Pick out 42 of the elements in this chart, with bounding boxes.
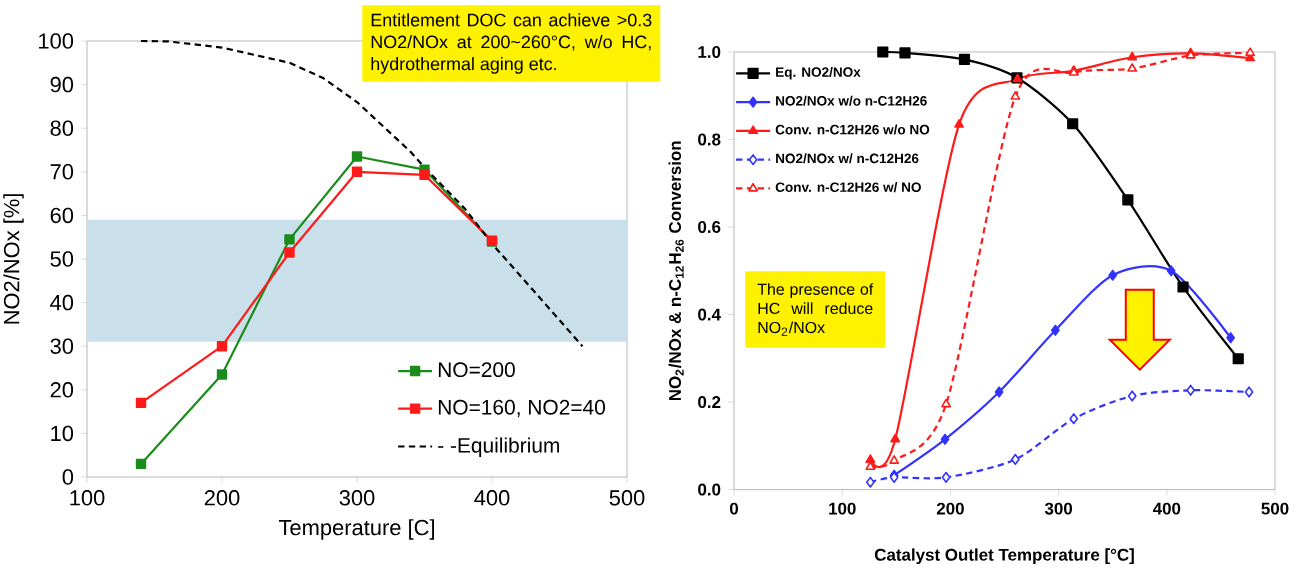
annotation: Entitlement DOC can achieve >0.3 NO2/NOx at 200~260°C, w/o HC, hydrothermal aging etc. [371,13,652,74]
x-tick-label: 400 [474,490,510,506]
x-tick-label: 100 [70,490,105,506]
x-tick-label: 0 [729,502,739,515]
legend-label: NO=200 [438,362,515,378]
y-tick-label: 0.0 [698,483,721,496]
legend-label: Eq. NO2/NOx [776,66,861,80]
y-tick-label: 70 [50,164,74,180]
legend-label: - -Equilibrium [438,437,559,457]
legend-label: Conv. n-C12H26 w/o NO [775,124,930,135]
y-tick-label: 0 [62,469,74,485]
y-tick-label: 30 [50,338,74,354]
y-tick-label: 0.8 [698,133,721,146]
x-tick-label: 200 [204,490,240,506]
x-axis-title: Catalyst Outlet Temperature [°C] [874,548,1134,565]
y-tick-label: 100 [39,33,74,49]
x-tick-label: 300 [1044,502,1073,515]
annotation: The presence of HC will reduce NO$_{2}$/NOx [757,283,874,336]
y-tick-label: 90 [50,76,74,93]
y-tick-label: 20 [50,382,74,398]
y-axis-title: NO$_{2}$/NOx & n-C$_{12}$H$_{26}$ Conversion [668,141,684,401]
legend-label: NO2/NOx w/o n-C12H26 [776,95,927,106]
y-axis-title: NO2/NOx [%] [3,194,24,324]
y-tick-label: 80 [50,120,74,136]
legend-label: NO2/NOx w/ n-C12H26 [776,153,919,164]
y-tick-label: 40 [50,294,74,311]
x-tick-label: 500 [1261,502,1289,515]
y-tick-label: 60 [50,207,74,224]
y-tick-label: 0.6 [698,221,721,234]
x-tick-label: 400 [1152,502,1181,515]
y-tick-label: 10 [51,425,74,442]
x-tick-label: 300 [339,490,375,506]
y-tick-label: 0.2 [698,396,721,409]
legend-label: Conv. n-C12H26 w/ NO [775,182,921,193]
y-tick-label: 50 [50,251,74,267]
x-tick-label: 500 [609,490,645,506]
x-tick-label: 200 [936,502,964,515]
y-tick-label: 0.4 [698,308,721,321]
legend-label: NO=160, NO2=40 [438,399,605,418]
y-tick-label: 1.0 [698,46,721,58]
x-axis-title: Temperature [C] [278,519,435,540]
x-tick-label: 100 [829,502,856,515]
